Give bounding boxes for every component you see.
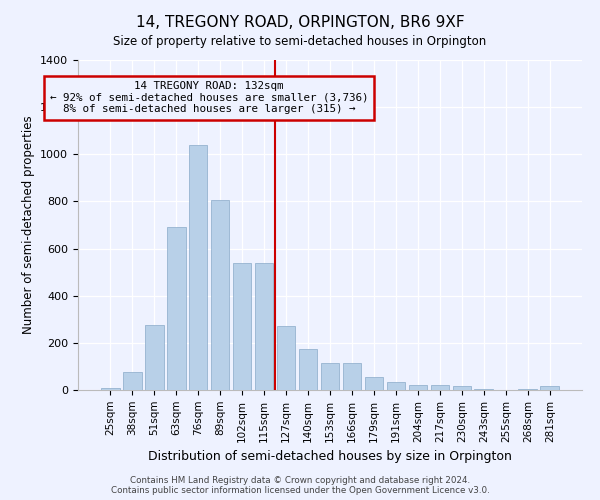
X-axis label: Distribution of semi-detached houses by size in Orpington: Distribution of semi-detached houses by … xyxy=(148,450,512,463)
Bar xyxy=(189,145,208,390)
Bar xyxy=(299,349,317,390)
Text: Contains HM Land Registry data © Crown copyright and database right 2024.
Contai: Contains HM Land Registry data © Crown c… xyxy=(110,476,490,495)
Bar xyxy=(320,363,340,390)
Bar xyxy=(475,389,493,390)
Bar xyxy=(101,388,119,390)
Bar xyxy=(233,262,251,390)
Bar xyxy=(518,389,537,390)
Bar xyxy=(277,326,295,390)
Bar xyxy=(541,386,559,390)
Bar xyxy=(211,200,229,390)
Bar xyxy=(343,363,361,390)
Bar xyxy=(386,382,405,390)
Bar xyxy=(452,386,471,390)
Bar xyxy=(167,228,185,390)
Text: Size of property relative to semi-detached houses in Orpington: Size of property relative to semi-detach… xyxy=(113,35,487,48)
Text: 14 TREGONY ROAD: 132sqm
← 92% of semi-detached houses are smaller (3,736)
8% of : 14 TREGONY ROAD: 132sqm ← 92% of semi-de… xyxy=(50,81,368,114)
Bar xyxy=(145,325,164,390)
Bar xyxy=(255,262,274,390)
Text: 14, TREGONY ROAD, ORPINGTON, BR6 9XF: 14, TREGONY ROAD, ORPINGTON, BR6 9XF xyxy=(136,15,464,30)
Y-axis label: Number of semi-detached properties: Number of semi-detached properties xyxy=(22,116,35,334)
Bar xyxy=(431,386,449,390)
Bar xyxy=(365,377,383,390)
Bar xyxy=(123,372,142,390)
Bar xyxy=(409,386,427,390)
